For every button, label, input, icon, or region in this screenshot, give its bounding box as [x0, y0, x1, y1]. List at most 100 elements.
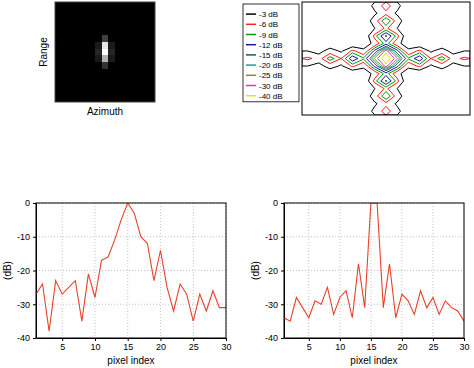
- cell: [95, 95, 102, 102]
- grid-line-y: [284, 270, 464, 271]
- tick: -20: [17, 266, 36, 276]
- grid-line-y: [284, 304, 464, 305]
- cell: [55, 35, 62, 42]
- cell: [95, 42, 102, 49]
- cell: [142, 62, 149, 69]
- cell: [88, 29, 95, 36]
- x-axis: 51015202530: [285, 338, 470, 352]
- cell: [68, 35, 75, 42]
- cell: [75, 75, 82, 82]
- x-axis-label: pixel index: [107, 355, 154, 366]
- grid-line-x: [62, 203, 63, 338]
- legend-label: -40 dB: [259, 92, 283, 101]
- cell: [95, 62, 102, 69]
- cell: [102, 22, 109, 29]
- y-axis: 0-10-20-30-40: [265, 198, 285, 343]
- legend-entry: -20 dB: [246, 61, 283, 70]
- cell: [122, 49, 129, 56]
- cell: [128, 69, 135, 76]
- cell: [115, 62, 122, 69]
- cell: [62, 42, 69, 49]
- legend-entry: -3 dB: [246, 10, 278, 19]
- cell: [128, 22, 135, 29]
- cell: [102, 2, 109, 9]
- cell: [88, 82, 95, 89]
- cell: [75, 49, 82, 56]
- cell: [82, 22, 89, 29]
- cell: [128, 9, 135, 16]
- tick: -30: [17, 300, 36, 310]
- cell: [115, 22, 122, 29]
- cell: [55, 15, 62, 22]
- cell: [62, 49, 69, 56]
- cell: [82, 89, 89, 96]
- contour-line: [349, 33, 423, 85]
- grid-line-y: [284, 236, 464, 237]
- grid-line-x: [339, 203, 340, 338]
- cell: [142, 42, 149, 49]
- cell: [148, 89, 155, 96]
- tick: 10: [335, 338, 345, 352]
- cell: [128, 95, 135, 102]
- cell: [82, 82, 89, 89]
- cell: [95, 15, 102, 22]
- tick-label: 20: [397, 342, 407, 352]
- cell: [95, 82, 102, 89]
- cell: [55, 9, 62, 16]
- cell: [55, 69, 62, 76]
- legend-label: -20 dB: [259, 61, 283, 70]
- cell: [122, 55, 129, 62]
- legend-swatch: [246, 54, 256, 56]
- tick: -20: [265, 266, 284, 276]
- legend-swatch: [246, 75, 256, 77]
- cell: [102, 95, 109, 102]
- tick: -10: [17, 232, 36, 242]
- cell: [142, 69, 149, 76]
- tick-label: 5: [60, 342, 65, 352]
- cell: [142, 82, 149, 89]
- cell: [108, 29, 115, 36]
- cell: [62, 69, 69, 76]
- cell: [135, 49, 142, 56]
- cell: [55, 82, 62, 89]
- cells: [55, 2, 155, 102]
- cell: [128, 55, 135, 62]
- cell: [75, 9, 82, 16]
- legend-entry: -40 dB: [246, 92, 283, 101]
- cell: [142, 2, 149, 9]
- cell: [68, 75, 75, 82]
- cell: [148, 35, 155, 42]
- cell: [108, 55, 115, 62]
- figure: AzimuthRange-3 dB-6 dB-9 dB-12 dB-15 dB-…: [0, 0, 474, 368]
- cell: [128, 2, 135, 9]
- y-axis-label: (dB): [2, 261, 13, 280]
- cell: [88, 35, 95, 42]
- grid-line-x: [432, 203, 433, 338]
- cell: [62, 22, 69, 29]
- contour-line: [372, 48, 400, 70]
- cell: [148, 55, 155, 62]
- contour-line: [327, 18, 445, 100]
- cell: [108, 22, 115, 29]
- cell: [108, 15, 115, 22]
- cell: [102, 69, 109, 76]
- cell: [115, 9, 122, 16]
- cell: [68, 42, 75, 49]
- y-axis-label: (dB): [250, 261, 261, 280]
- cell: [88, 2, 95, 9]
- cell: [62, 35, 69, 42]
- legend: -3 dB-6 dB-9 dB-12 dB-15 dB-20 dB-25 dB-…: [243, 4, 299, 102]
- cell: [108, 69, 115, 76]
- cell: [68, 49, 75, 56]
- cell: [55, 89, 62, 96]
- tick-label: 20: [156, 342, 166, 352]
- cell: [142, 35, 149, 42]
- cell: [68, 15, 75, 22]
- series: [284, 203, 464, 321]
- contour-panel: [302, 2, 470, 115]
- cell: [128, 49, 135, 56]
- legend-label: -9 dB: [259, 31, 278, 40]
- legend-swatch: [246, 64, 256, 66]
- line-panel: 510152025300-10-20-30-40pixel index(dB): [2, 198, 232, 366]
- cell: [68, 89, 75, 96]
